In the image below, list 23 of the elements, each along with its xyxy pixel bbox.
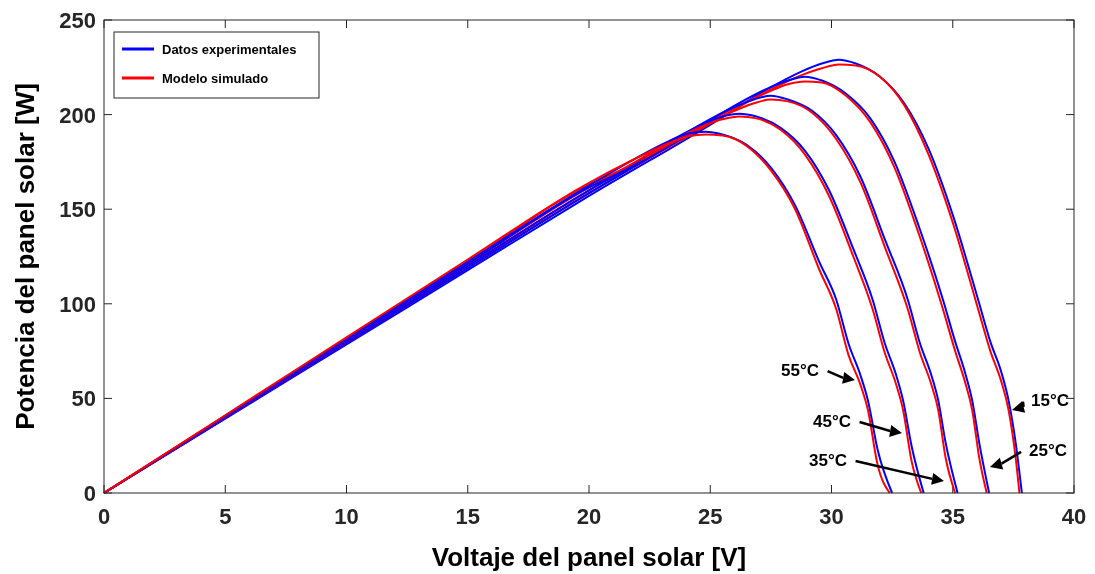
y-tick-label: 0 — [83, 481, 96, 506]
x-tick-label: 40 — [1061, 504, 1087, 529]
annotation: 45°C — [813, 412, 851, 431]
y-tick-label: 100 — [59, 291, 96, 317]
x-tick-label: 15 — [455, 504, 480, 529]
x-tick-label: 30 — [819, 504, 844, 529]
y-axis-title: Potencia del panel solar [W] — [10, 83, 40, 430]
legend-label: Datos experimentales — [162, 42, 297, 57]
x-tick-label: 35 — [940, 504, 965, 529]
annotation: 15°C — [1031, 391, 1069, 410]
y-tick-label: 250 — [59, 8, 96, 33]
x-tick-label: 5 — [219, 504, 232, 529]
annotation: 55°C — [781, 361, 819, 380]
y-tick-label: 200 — [59, 102, 96, 128]
legend-label: Modelo simulado — [162, 71, 269, 86]
annotation: 25°C — [1029, 441, 1067, 460]
x-axis-title: Voltaje del panel solar [V] — [431, 542, 747, 572]
x-tick-label: 20 — [576, 504, 602, 529]
y-tick-label: 50 — [71, 386, 96, 412]
x-tick-label: 10 — [334, 504, 359, 529]
annotation: 35°C — [809, 451, 847, 470]
x-tick-label: 25 — [698, 504, 723, 529]
y-tick-label: 150 — [59, 197, 96, 223]
